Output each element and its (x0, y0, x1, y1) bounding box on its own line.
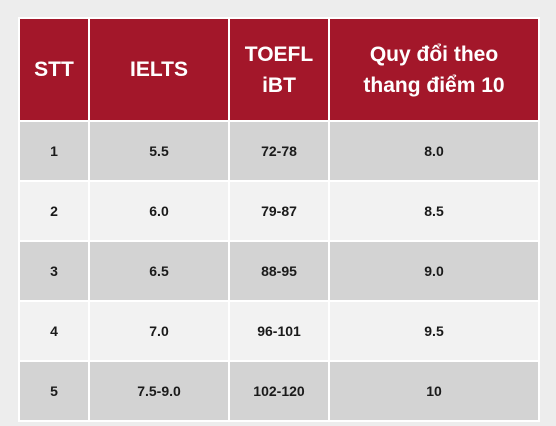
cell-toefl: 96-101 (228, 300, 330, 362)
header-score10: Quy đổi theo thang điểm 10 (328, 17, 540, 122)
cell-ielts: 6.0 (88, 180, 230, 242)
cell-score10: 10 (328, 360, 540, 422)
cell-ielts: 6.5 (88, 240, 230, 302)
header-toefl-line1: TOEFL (244, 42, 314, 66)
header-row: STT IELTS TOEFL iBT Quy đổi theo thang đ… (18, 17, 540, 122)
header-toefl: TOEFL iBT (228, 17, 330, 122)
cell-stt: 1 (18, 120, 90, 182)
cell-score10: 8.5 (328, 180, 540, 242)
cell-stt: 2 (18, 180, 90, 242)
cell-score10: 8.0 (328, 120, 540, 182)
cell-toefl: 72-78 (228, 120, 330, 182)
score-conversion-table: STT IELTS TOEFL iBT Quy đổi theo thang đ… (18, 17, 540, 422)
table-row: 5 7.5-9.0 102-120 10 (18, 360, 540, 422)
cell-toefl: 79-87 (228, 180, 330, 242)
cell-stt: 5 (18, 360, 90, 422)
cell-score10: 9.5 (328, 300, 540, 362)
header-stt: STT (18, 17, 90, 122)
cell-stt: 4 (18, 300, 90, 362)
cell-toefl: 102-120 (228, 360, 330, 422)
header-ielts: IELTS (88, 17, 230, 122)
table-row: 3 6.5 88-95 9.0 (18, 240, 540, 302)
cell-stt: 3 (18, 240, 90, 302)
table-row: 2 6.0 79-87 8.5 (18, 180, 540, 242)
header-score10-line2: thang điểm 10 (363, 73, 505, 97)
table-row: 4 7.0 96-101 9.5 (18, 300, 540, 362)
cell-ielts: 7.0 (88, 300, 230, 362)
cell-score10: 9.0 (328, 240, 540, 302)
cell-toefl: 88-95 (228, 240, 330, 302)
header-score10-line1: Quy đổi theo (369, 42, 499, 66)
cell-ielts: 7.5-9.0 (88, 360, 230, 422)
header-toefl-line2: iBT (262, 73, 296, 97)
table-row: 1 5.5 72-78 8.0 (18, 120, 540, 182)
cell-ielts: 5.5 (88, 120, 230, 182)
